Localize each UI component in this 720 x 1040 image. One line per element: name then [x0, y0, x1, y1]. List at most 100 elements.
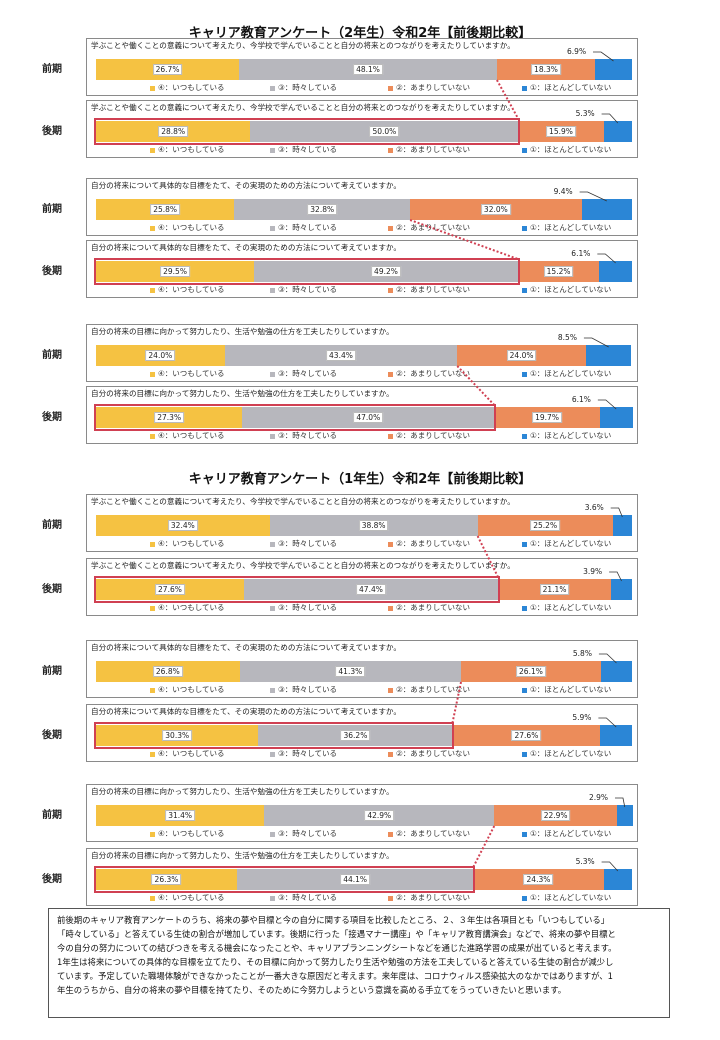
- connector-line: [456, 365, 495, 406]
- legend-swatch: [150, 287, 155, 293]
- legend-swatch: [388, 225, 393, 231]
- legend-swatch: [150, 751, 155, 757]
- summary-line: 1年生は将来についての具体的な目標を立てたり、その目標に向かって努力したり生活や…: [57, 957, 614, 967]
- data-label-small: 5.8%: [572, 649, 592, 658]
- legend-swatch: [522, 147, 527, 153]
- bar-segment-hardly: [585, 345, 632, 366]
- data-label: 15.9%: [546, 126, 576, 137]
- data-label-small: 5.3%: [575, 857, 595, 866]
- legend-swatch: [150, 541, 155, 547]
- question-text: 自分の将来について具体的な目標をたて、その実現のための方法について考えていますか…: [91, 243, 401, 252]
- legend-item: ③：時々している: [270, 892, 337, 903]
- legend-text: ①：ほとんどしていない: [530, 749, 612, 758]
- legend-text: ②：あまりしていない: [396, 431, 470, 440]
- data-label-small: 9.4%: [553, 187, 573, 196]
- bar-segment-hardly: [595, 59, 632, 80]
- stacked-bar: 27.6% 47.4% 21.1%: [96, 579, 632, 600]
- summary-line: 「時々している」と答えている生徒の割合が増加しています。後期に行った「接遇マナー…: [57, 929, 616, 939]
- legend-swatch: [388, 433, 393, 439]
- legend-swatch: [270, 371, 275, 377]
- legend-swatch: [270, 85, 275, 91]
- legend-text: ①：ほとんどしていない: [530, 431, 612, 440]
- period-label: 前期: [42, 64, 62, 75]
- data-label: 48.1%: [353, 64, 383, 75]
- data-label: 26.7%: [152, 64, 183, 75]
- legend-item: ①：ほとんどしていない: [522, 430, 611, 441]
- legend-text: ③：時々している: [278, 431, 337, 440]
- legend-swatch: [270, 287, 275, 293]
- legend-text: ②：あまりしていない: [396, 145, 470, 154]
- legend-swatch: [522, 371, 527, 377]
- summary-line: 年生のうちから、自分の将来の夢や目標を持てたり、そのために今努力しようという意識…: [57, 985, 567, 995]
- legend-swatch: [270, 831, 275, 837]
- data-label: 26.1%: [516, 666, 546, 677]
- legend-swatch: [522, 541, 527, 547]
- stacked-bar: 29.5% 49.2% 15.2%: [96, 261, 632, 282]
- legend-item: ④：いつもしている: [150, 284, 225, 295]
- leader-line: [601, 113, 619, 124]
- data-label-small: 3.6%: [584, 503, 604, 512]
- stacked-bar: 26.7% 48.1% 18.3%: [96, 59, 632, 80]
- legend-text: ②：あまりしていない: [396, 539, 470, 548]
- legend-item: ①：ほとんどしていない: [522, 748, 611, 759]
- legend-text: ①：ほとんどしていない: [530, 369, 612, 378]
- legend-item: ④：いつもしている: [150, 828, 225, 839]
- legend-item: ③：時々している: [270, 368, 337, 379]
- data-label-small: 2.9%: [588, 793, 609, 802]
- legend-text: ③：時々している: [278, 145, 337, 154]
- legend-text: ①：ほとんどしていない: [530, 83, 612, 92]
- leader-line: [597, 399, 617, 410]
- legend-swatch: [522, 895, 527, 901]
- leader-line: [610, 507, 623, 518]
- period-label: 後期: [42, 584, 62, 595]
- legend-item: ③：時々している: [270, 602, 337, 613]
- legend-item: ①：ほとんどしていない: [522, 284, 611, 295]
- data-label-small: 3.9%: [583, 567, 603, 576]
- highlight-box: [94, 404, 497, 431]
- legend-item: ②：あまりしていない: [388, 602, 470, 613]
- stacked-bar: 30.3% 36.2% 27.6%: [96, 725, 632, 746]
- legend-item: ①：ほとんどしていない: [522, 368, 611, 379]
- period-label: 前期: [42, 666, 62, 677]
- data-label: 44.1%: [340, 874, 371, 885]
- legend-swatch: [388, 147, 393, 153]
- legend-swatch: [270, 147, 275, 153]
- bar-segment-hardly: [600, 661, 632, 682]
- leader-line: [597, 253, 616, 264]
- period-label: 前期: [42, 204, 62, 215]
- legend-text: ④：いつもしている: [158, 369, 225, 378]
- data-label: 25.8%: [150, 204, 181, 215]
- question-text: 自分の将来について具体的な目標をたて、その実現のための方法について考えていますか…: [91, 643, 401, 652]
- question-text: 自分の将来の目標に向かって努力したり、生活や勉強の仕方を工夫したりしていますか。: [91, 851, 394, 860]
- legend-text: ③：時々している: [278, 603, 337, 612]
- legend-swatch: [270, 687, 275, 693]
- data-label: 21.1%: [539, 584, 570, 595]
- legend-text: ①：ほとんどしていない: [530, 685, 612, 694]
- legend-text: ③：時々している: [278, 749, 337, 758]
- legend-text: ①：ほとんどしていない: [530, 603, 612, 612]
- legend-text: ①：ほとんどしていない: [530, 223, 612, 232]
- question-text: 学ぶことや働くことの意義について考えたり、今学校で学んでいることと自分の将来との…: [91, 497, 515, 506]
- data-label: 27.3%: [154, 412, 185, 423]
- data-label: 38.8%: [358, 520, 389, 531]
- data-label: 18.3%: [531, 64, 561, 75]
- legend-text: ①：ほとんどしていない: [530, 145, 612, 154]
- legend-item: ③：時々している: [270, 144, 337, 155]
- legend-swatch: [270, 225, 275, 231]
- period-label: 後期: [42, 412, 62, 423]
- legend-swatch: [150, 225, 155, 231]
- data-label: 50.0%: [369, 126, 400, 137]
- legend-swatch: [388, 371, 393, 377]
- legend-item: ①：ほとんどしていない: [522, 684, 611, 695]
- data-label: 26.8%: [152, 666, 183, 677]
- legend-item: ②：あまりしていない: [388, 828, 470, 839]
- legend-swatch: [270, 433, 275, 439]
- legend-text: ③：時々している: [278, 285, 337, 294]
- data-label: 29.5%: [160, 266, 190, 277]
- data-label: 27.6%: [511, 730, 542, 741]
- legend-swatch: [150, 371, 155, 377]
- legend-text: ④：いつもしている: [158, 145, 225, 154]
- legend-item: ③：時々している: [270, 684, 337, 695]
- data-label-small: 6.1%: [571, 395, 591, 404]
- bar-segment-hardly: [612, 515, 632, 536]
